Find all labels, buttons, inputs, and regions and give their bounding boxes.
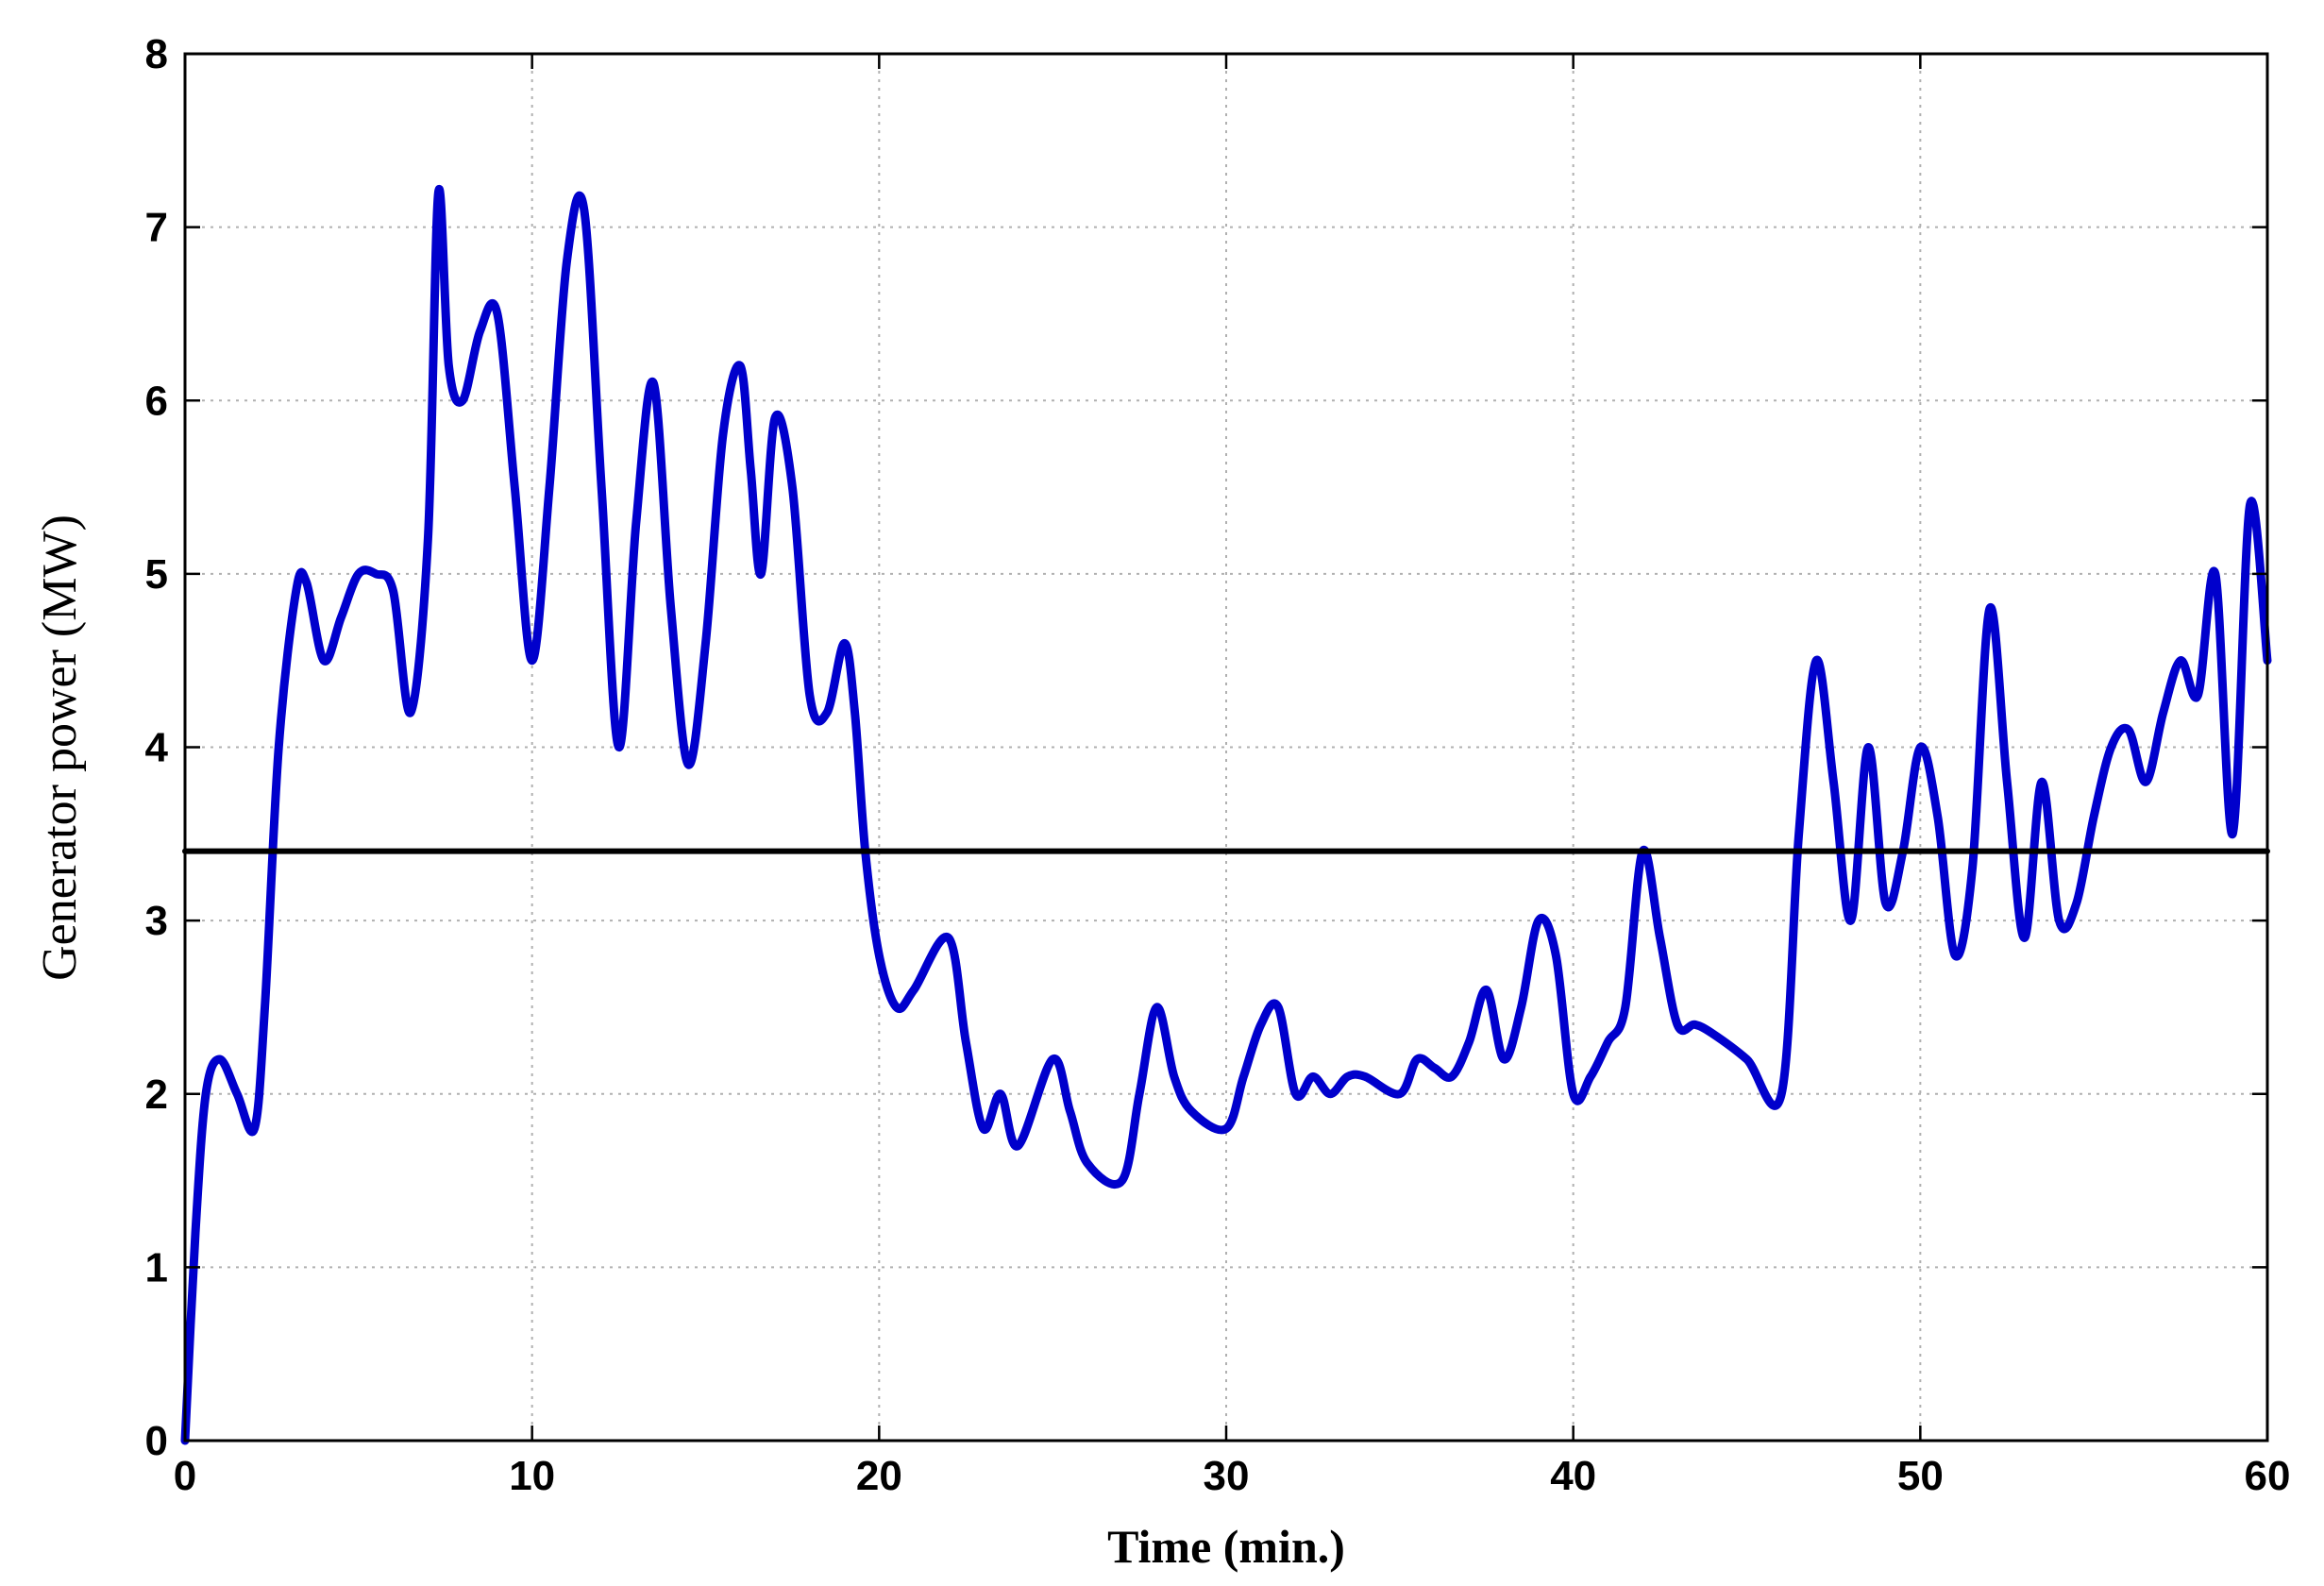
x-axis-title: Time (min.) [1107,1520,1345,1573]
y-tick-label: 3 [145,898,168,944]
x-tick-label: 30 [1204,1453,1250,1499]
plot-frame [183,52,2269,1443]
y-tick-label: 7 [145,205,168,251]
grid-layer [185,54,2267,1441]
series-layer [180,185,2272,1445]
x-tick-label: 20 [856,1453,902,1499]
x-tick-label: 0 [174,1453,196,1499]
y-tick-label: 0 [145,1418,168,1464]
x-tick-label: 40 [1550,1453,1596,1499]
x-tick-label: 10 [509,1453,555,1499]
y-tick-label: 1 [145,1244,168,1291]
tick-layer: 0 10 20 30 40 50 60 0 1 2 3 4 5 6 7 8 [145,31,2291,1499]
y-tick-label: 5 [145,551,168,598]
y-tick-label: 4 [145,725,169,771]
series-line-generator-power [180,185,2272,1445]
x-tick-label: 60 [2245,1453,2291,1499]
y-tick-label: 2 [145,1071,168,1118]
y-tick-label: 6 [145,378,168,424]
y-tick-label: 8 [145,31,168,77]
x-tick-label: 50 [1897,1453,1944,1499]
y-axis-title: Generator power (MW) [33,515,87,981]
